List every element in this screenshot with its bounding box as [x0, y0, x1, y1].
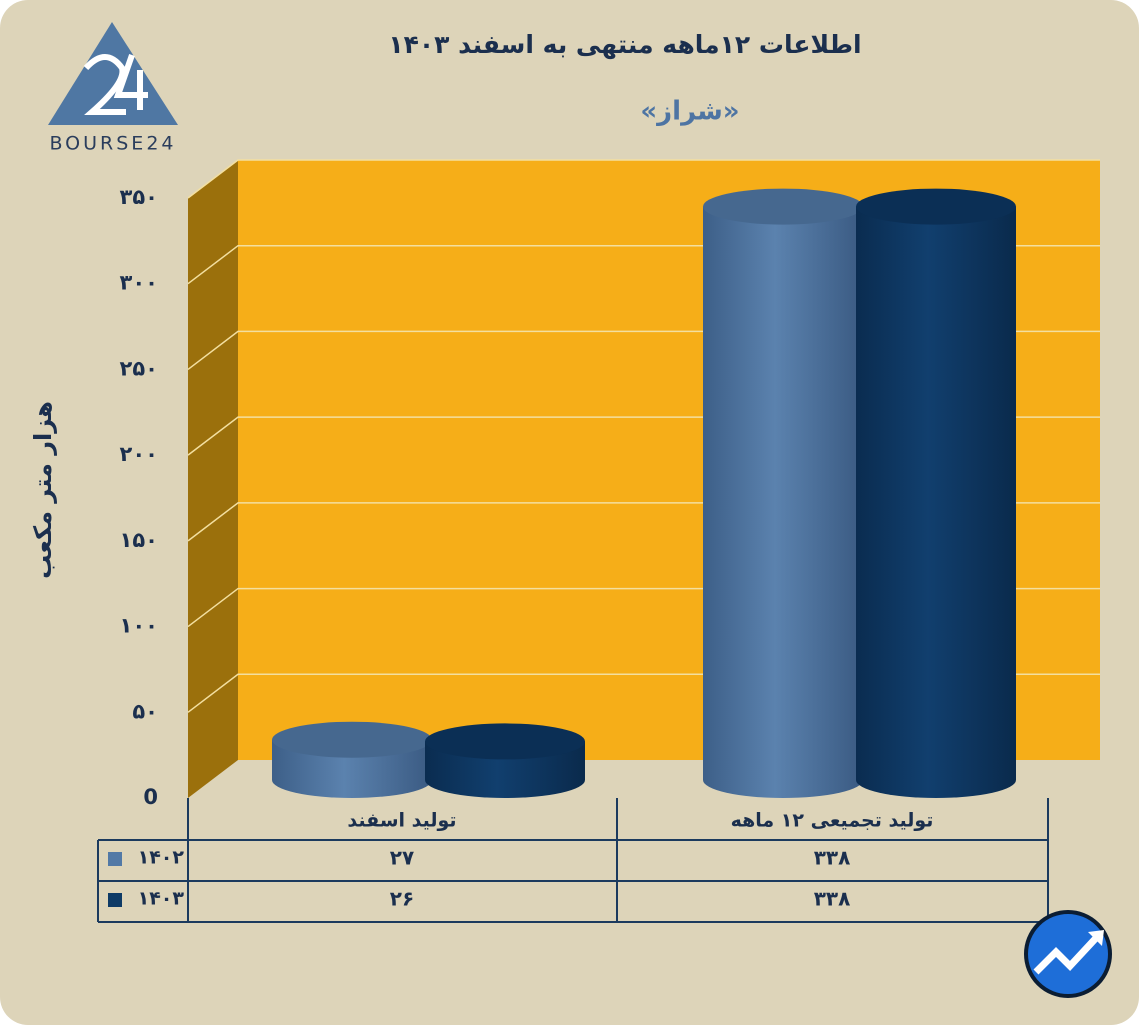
- value-label: ۳۳۸: [814, 846, 851, 870]
- y-tick-label: ۲۵۰: [120, 356, 158, 380]
- data-table: [97, 798, 1049, 923]
- y-axis-label: هزار متر مکعب: [29, 401, 57, 579]
- bar-top: [425, 723, 585, 760]
- x-tick-label: تولید تجمیعی ۱۲ ماهه: [731, 810, 934, 832]
- legend-label: ۱۴۰۳: [138, 888, 185, 910]
- chart-subtitle: «شراز»: [640, 97, 739, 127]
- legend-swatch: [108, 852, 122, 866]
- y-tick-label: 0: [143, 785, 158, 809]
- y-tick-label: ۲۰۰: [120, 442, 158, 466]
- y-tick-label: ۱۵۰: [120, 528, 158, 552]
- y-tick-label: ۳۵۰: [120, 185, 158, 209]
- y-tick-label: ۳۰۰: [120, 271, 158, 295]
- x-tick-label: تولید اسفند: [347, 810, 456, 832]
- corner-logo: [1024, 910, 1112, 998]
- logo: [48, 22, 178, 125]
- value-label: ۳۳۸: [814, 887, 851, 911]
- side-wall: [188, 160, 238, 798]
- chart-title: اطلاعات ۱۲ماهه منتهی به اسفند ۱۴۰۳: [388, 30, 861, 60]
- grid-line: [187, 159, 1100, 199]
- y-tick-label: ۱۰۰: [120, 614, 158, 638]
- bar: [703, 206, 863, 799]
- bar: [856, 206, 1016, 799]
- y-tick-label: ۵۰: [132, 699, 158, 723]
- legend-label: ۱۴۰۲: [138, 847, 185, 869]
- value-label: ۲۷: [390, 846, 414, 870]
- bar-top: [856, 188, 1016, 225]
- brand: BOURSE24: [49, 133, 176, 155]
- bar-top: [272, 721, 432, 758]
- legend-swatch: [108, 893, 122, 907]
- bar-top: [703, 188, 863, 225]
- value-label: ۲۶: [390, 887, 414, 911]
